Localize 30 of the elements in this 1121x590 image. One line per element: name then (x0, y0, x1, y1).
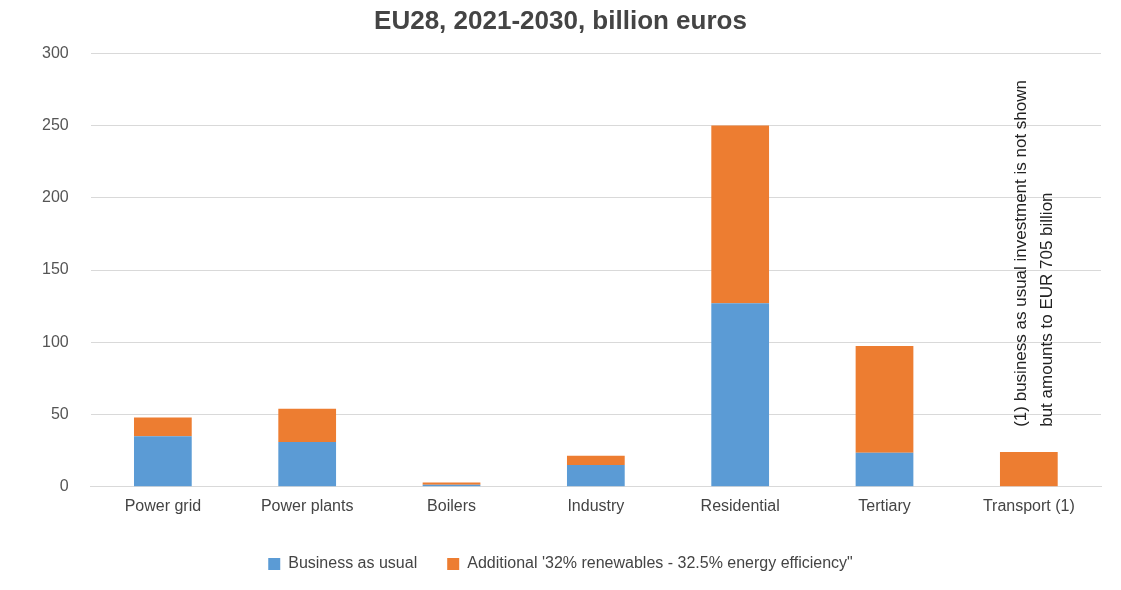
legend-label: Additional '32% renewables - 32.5% energy efficiency" (467, 554, 853, 572)
bar (278, 442, 337, 487)
bar (566, 465, 625, 487)
bar (711, 125, 770, 304)
bar (133, 417, 192, 437)
annotation: but amounts to EUR 705 billion (1036, 192, 1056, 427)
y-tick-label: 100 (41, 332, 69, 350)
x-tick-label: Tertiary (858, 496, 911, 514)
y-tick-label: 200 (41, 188, 69, 206)
bar (855, 452, 914, 487)
legend-label: Business as usual (288, 554, 418, 572)
x-tick-label: Industry (567, 496, 625, 514)
y-tick-label: 250 (41, 115, 69, 133)
y-tick-label: 50 (50, 404, 69, 422)
x-tick-label: Transport (1) (982, 496, 1075, 514)
x-tick-label: Boilers (427, 496, 476, 514)
bar (278, 408, 337, 442)
y-tick-label: 0 (59, 477, 69, 495)
y-tick-label: 150 (41, 260, 69, 278)
x-tick-label: Power plants (260, 496, 354, 514)
bar (133, 436, 192, 487)
annotation: (1) business as usual investment is not shown (1010, 80, 1030, 427)
x-tick-label: Residential (700, 496, 780, 514)
bar (566, 455, 625, 466)
x-tick-label: Power grid (124, 496, 202, 514)
bar (711, 303, 770, 487)
bar (999, 452, 1058, 487)
chart-title: EU28, 2021-2030, billion euros (374, 4, 747, 35)
bar (855, 345, 914, 453)
y-tick-label: 300 (41, 43, 69, 61)
